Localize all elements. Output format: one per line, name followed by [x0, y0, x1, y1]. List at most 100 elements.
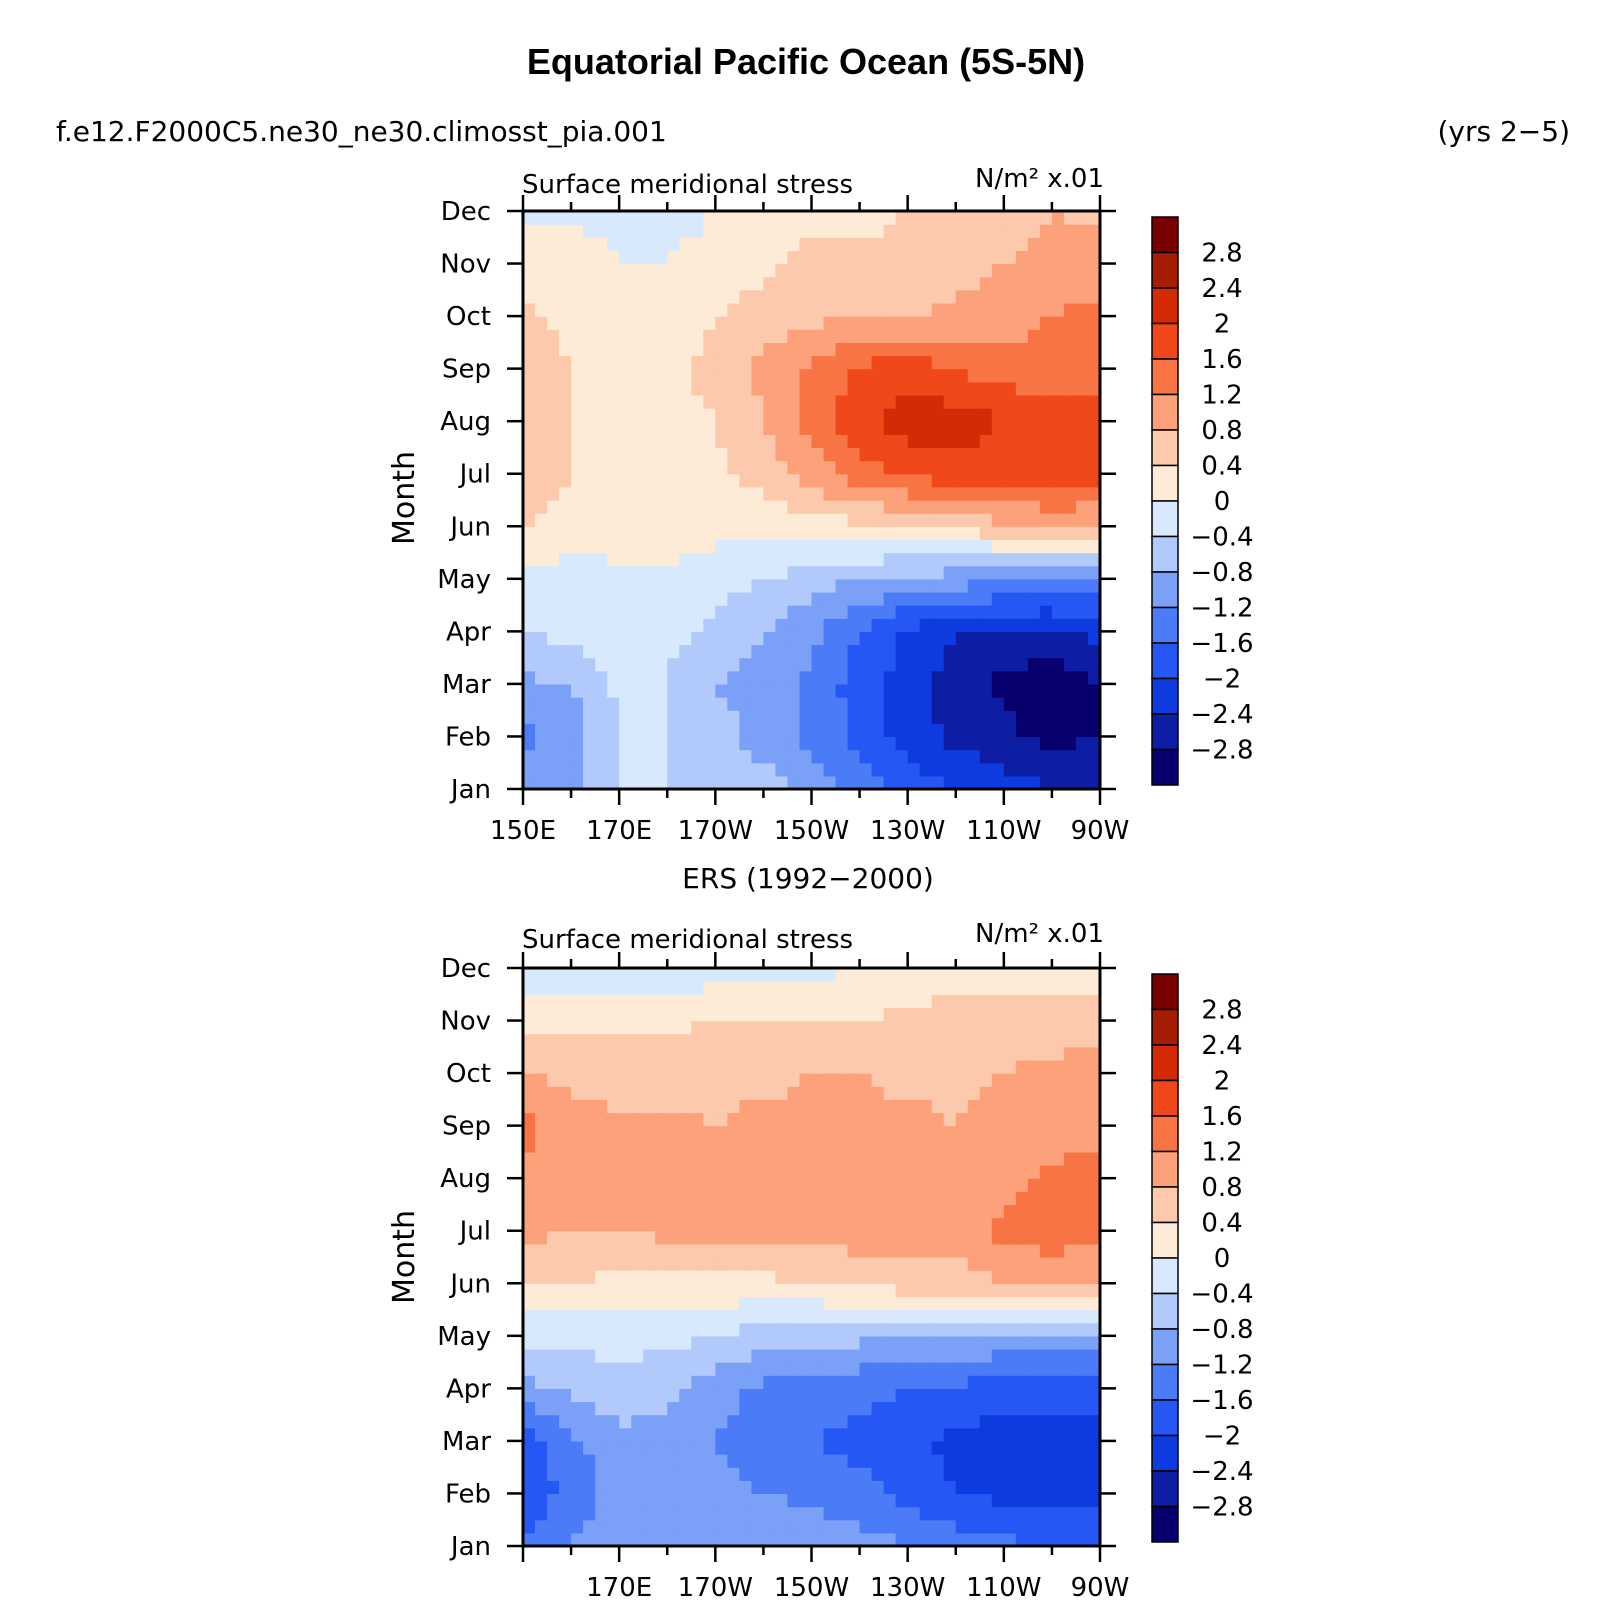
heatmap-cell [847, 1138, 861, 1153]
heatmap-cell [1051, 1322, 1065, 1337]
heatmap-cell [907, 447, 921, 462]
heatmap-cell [703, 1454, 716, 1468]
heatmap-cell [1075, 1440, 1089, 1455]
heatmap-cell [1003, 1191, 1017, 1206]
heatmap-cell [967, 394, 981, 409]
heatmap-cell [763, 723, 777, 738]
heatmap-cell [907, 1073, 921, 1087]
heatmap-cell [631, 994, 644, 1009]
heatmap-cell [775, 1257, 789, 1271]
heatmap-cell [679, 631, 692, 646]
heatmap-cell [583, 1099, 596, 1114]
heatmap-cell [691, 710, 704, 724]
heatmap-cell [1087, 1519, 1100, 1534]
heatmap-cell [559, 618, 572, 632]
y-tick-label: Aug [440, 1164, 491, 1194]
heatmap-cell [619, 1506, 632, 1521]
heatmap-cell [871, 1296, 885, 1311]
heatmap-cell [559, 1191, 572, 1206]
heatmap-cell [1003, 408, 1017, 422]
heatmap-cell [535, 500, 548, 514]
heatmap-cell [835, 1506, 849, 1521]
heatmap-cell [835, 1230, 849, 1245]
heatmap-cell [895, 591, 909, 606]
heatmap-cell [727, 539, 740, 554]
heatmap-cell [895, 1532, 909, 1546]
heatmap-cell [1015, 968, 1029, 982]
heatmap-cell [715, 1138, 728, 1153]
heatmap-cell [607, 1125, 620, 1140]
heatmap-cell [979, 1493, 993, 1508]
heatmap-cell [667, 697, 680, 711]
heatmap-cell [523, 1467, 536, 1481]
heatmap-cell [811, 539, 825, 554]
heatmap-cell [631, 1257, 644, 1271]
heatmap-cell [583, 1283, 596, 1298]
heatmap-cell [835, 631, 849, 646]
heatmap-cell [787, 605, 801, 619]
colorbar-segment [1151, 571, 1179, 609]
heatmap-cell [559, 1217, 572, 1232]
heatmap-cell [523, 644, 536, 659]
heatmap-cell [991, 1178, 1005, 1192]
heatmap-cell [823, 1375, 837, 1389]
heatmap-cell [547, 1270, 560, 1284]
heatmap-cell [979, 1348, 993, 1363]
heatmap-cell [1039, 1493, 1053, 1508]
heatmap-cell [691, 775, 704, 789]
heatmap-cell [583, 329, 596, 343]
heatmap-cell [619, 447, 632, 462]
heatmap-cell [739, 565, 752, 580]
heatmap-cell [1015, 749, 1029, 764]
heatmap-cell [931, 1125, 945, 1140]
heatmap-cell [907, 1532, 921, 1546]
heatmap-cell [1027, 211, 1041, 225]
heatmap-cell [655, 1454, 668, 1468]
heatmap-cell [739, 473, 752, 488]
heatmap-cell [679, 605, 692, 619]
heatmap-cell [607, 1270, 620, 1284]
heatmap-cell [883, 1493, 897, 1508]
heatmap-cell [787, 775, 801, 789]
heatmap-cell [631, 1059, 644, 1074]
heatmap-cell [1051, 1046, 1065, 1061]
heatmap-cell [655, 1230, 668, 1245]
colorbar-label: −0.8 [1190, 558, 1253, 588]
heatmap-cell [703, 1191, 716, 1206]
heatmap-cell [979, 276, 993, 291]
heatmap-cell [823, 1440, 837, 1455]
heatmap-cell [559, 1375, 572, 1389]
heatmap-cell [991, 631, 1005, 646]
heatmap-cell [655, 981, 668, 995]
heatmap-cell [667, 1440, 680, 1455]
heatmap-cell [643, 1454, 656, 1468]
heatmap-cell [859, 1467, 873, 1481]
heatmap-cell [691, 1191, 704, 1206]
heatmap-cell [631, 591, 644, 606]
heatmap-cell [859, 513, 873, 527]
heatmap-cell [859, 276, 873, 291]
heatmap-cell [643, 1283, 656, 1298]
heatmap-cell [655, 224, 668, 238]
heatmap-cell [895, 1217, 909, 1232]
heatmap-cell [799, 394, 813, 409]
heatmap-cell [943, 683, 957, 698]
heatmap-cell [523, 1454, 536, 1468]
heatmap-cell [739, 683, 752, 698]
heatmap-cell [691, 1506, 704, 1521]
heatmap-cell [799, 762, 813, 777]
heatmap-cell [1063, 526, 1077, 541]
heatmap-cell [907, 211, 921, 225]
heatmap-cell [607, 1007, 620, 1022]
heatmap-cell [991, 513, 1005, 527]
heatmap-cell [1063, 500, 1077, 514]
heatmap-cell [1063, 710, 1077, 724]
heatmap-cell [631, 1270, 644, 1284]
heatmap-cell [787, 539, 801, 554]
heatmap-cell [823, 1309, 837, 1324]
heatmap-cell [547, 1296, 560, 1311]
heatmap-cell [1087, 539, 1100, 554]
heatmap-cell [1003, 421, 1017, 435]
heatmap-cell [883, 500, 897, 514]
heatmap-cell [943, 447, 957, 462]
